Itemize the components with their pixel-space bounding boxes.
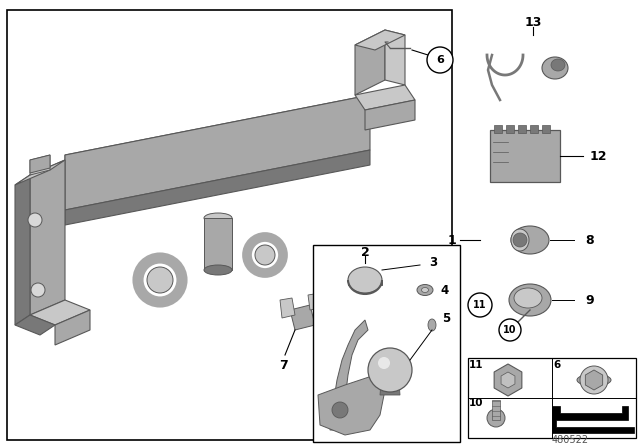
Polygon shape (290, 305, 315, 330)
Ellipse shape (511, 226, 549, 254)
Polygon shape (204, 218, 232, 270)
Circle shape (487, 409, 505, 427)
Text: 11: 11 (468, 360, 483, 370)
Bar (492, 400, 500, 420)
Text: 5: 5 (442, 311, 450, 324)
Polygon shape (30, 160, 65, 315)
Ellipse shape (422, 288, 429, 293)
Circle shape (332, 402, 348, 418)
Polygon shape (65, 95, 370, 175)
Circle shape (468, 293, 492, 317)
Polygon shape (355, 30, 385, 95)
Ellipse shape (417, 284, 433, 296)
Text: 13: 13 (524, 16, 541, 29)
Circle shape (513, 233, 527, 247)
Text: 9: 9 (586, 293, 595, 306)
Polygon shape (355, 30, 405, 50)
Bar (468, 358, 636, 438)
Bar (490, 130, 560, 182)
Circle shape (28, 213, 42, 227)
Ellipse shape (514, 288, 542, 308)
Polygon shape (15, 160, 65, 185)
Polygon shape (552, 406, 634, 433)
Polygon shape (355, 85, 415, 110)
Polygon shape (308, 293, 322, 310)
Text: 10: 10 (503, 325, 516, 335)
Text: 480522: 480522 (552, 435, 589, 445)
Text: 6: 6 (436, 55, 444, 65)
Text: 12: 12 (589, 150, 607, 163)
Ellipse shape (428, 319, 436, 331)
Text: 6: 6 (554, 360, 561, 370)
Circle shape (427, 47, 453, 73)
Text: 8: 8 (586, 233, 595, 246)
Circle shape (499, 319, 521, 341)
Ellipse shape (204, 265, 232, 275)
Polygon shape (330, 320, 368, 430)
Circle shape (147, 267, 173, 293)
Polygon shape (30, 300, 90, 325)
Text: 10: 10 (468, 398, 483, 408)
Polygon shape (30, 155, 50, 175)
Text: 2: 2 (360, 246, 369, 258)
Bar (506, 125, 514, 133)
Bar (494, 125, 502, 133)
Ellipse shape (577, 374, 611, 386)
Bar (542, 125, 550, 133)
Bar (530, 125, 538, 133)
Polygon shape (55, 310, 90, 345)
Circle shape (580, 366, 608, 394)
Circle shape (31, 283, 45, 297)
Text: 11: 11 (473, 300, 487, 310)
Text: 4: 4 (441, 284, 449, 297)
Text: 1: 1 (447, 233, 456, 246)
Ellipse shape (509, 284, 551, 316)
Polygon shape (365, 100, 415, 130)
Polygon shape (380, 368, 400, 395)
Polygon shape (280, 298, 295, 318)
Circle shape (368, 348, 412, 392)
Polygon shape (65, 95, 370, 210)
Ellipse shape (348, 267, 382, 293)
Bar (518, 125, 526, 133)
Bar (313, 245, 460, 442)
Polygon shape (348, 280, 382, 285)
Polygon shape (318, 375, 385, 435)
Ellipse shape (551, 59, 565, 71)
Circle shape (255, 245, 275, 265)
Ellipse shape (511, 229, 529, 251)
Polygon shape (15, 175, 30, 325)
Text: 7: 7 (278, 358, 287, 371)
Bar (7, 10, 452, 440)
Polygon shape (385, 30, 405, 85)
Text: 3: 3 (429, 255, 437, 268)
Polygon shape (65, 150, 370, 225)
Ellipse shape (542, 57, 568, 79)
Polygon shape (30, 155, 50, 173)
Circle shape (378, 357, 390, 369)
Ellipse shape (204, 213, 232, 223)
Polygon shape (15, 315, 55, 335)
